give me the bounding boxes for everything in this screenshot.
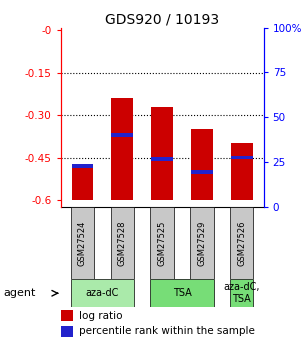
Bar	[71, 279, 134, 307]
Bar	[72, 164, 93, 168]
Bar	[112, 98, 133, 200]
Bar	[191, 129, 213, 200]
Bar	[230, 279, 254, 307]
Bar	[190, 207, 214, 279]
Text: GSM27525: GSM27525	[158, 220, 167, 266]
Bar	[111, 207, 134, 279]
Bar	[231, 156, 253, 159]
Bar	[61, 310, 73, 321]
Bar	[61, 326, 73, 337]
Text: GSM27526: GSM27526	[237, 220, 246, 266]
Text: aza-dC: aza-dC	[86, 288, 119, 298]
Text: GSM27528: GSM27528	[118, 220, 127, 266]
Bar	[71, 207, 94, 279]
Bar	[72, 166, 93, 200]
Bar	[112, 133, 133, 137]
Bar	[230, 207, 254, 279]
Text: percentile rank within the sample: percentile rank within the sample	[79, 326, 255, 336]
Bar	[231, 144, 253, 200]
Text: TSA: TSA	[173, 288, 191, 298]
Text: GSM27529: GSM27529	[198, 220, 206, 266]
Bar	[151, 107, 173, 200]
Bar	[191, 170, 213, 174]
Text: agent: agent	[3, 288, 35, 298]
Bar	[150, 207, 174, 279]
Text: GSM27524: GSM27524	[78, 220, 87, 266]
Bar	[150, 279, 214, 307]
Bar	[151, 157, 173, 161]
Text: aza-dC,
TSA: aza-dC, TSA	[224, 283, 260, 304]
Text: log ratio: log ratio	[79, 311, 122, 321]
Title: GDS920 / 10193: GDS920 / 10193	[105, 12, 219, 27]
